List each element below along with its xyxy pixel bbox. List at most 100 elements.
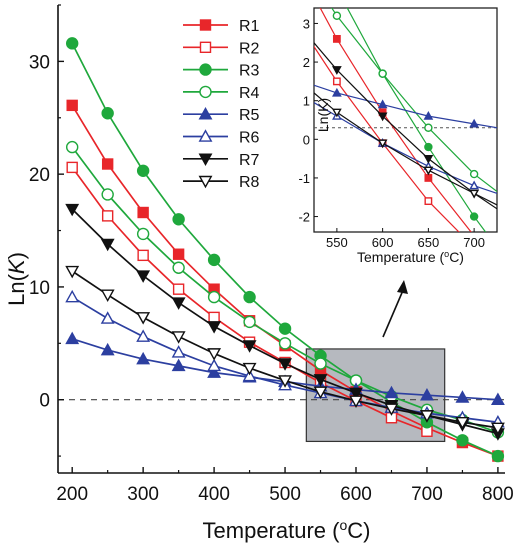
inset-series-line-R5	[314, 84, 497, 129]
inset-series-R4	[331, 8, 497, 193]
legend: R1 R2 R3 R4 R5 R6 R7 R8	[183, 18, 260, 191]
inset-frame	[313, 7, 498, 233]
data-point-R3	[136, 164, 150, 177]
inset-data-point-R7	[423, 154, 434, 164]
data-point-R6	[242, 368, 257, 382]
data-point-R6	[100, 311, 115, 324]
data-point-R7	[313, 374, 328, 387]
legend-item-R8: R8	[183, 174, 260, 191]
inset-data-point-R8	[332, 108, 342, 118]
y-tick-label: 20	[29, 165, 50, 186]
inset-data-point-R5	[469, 118, 479, 128]
x-tick-label: 800	[482, 484, 514, 505]
data-point-R8	[100, 289, 115, 303]
data-point-R8	[65, 265, 80, 279]
data-point-R4	[136, 227, 150, 241]
data-point-R7	[171, 297, 186, 310]
inset-series-R8	[314, 92, 497, 206]
data-point-R4	[172, 261, 185, 274]
inset-y-axis-title: Ln(K)	[315, 98, 331, 132]
x-axis-title: Temperature (oC)	[203, 517, 371, 543]
data-point-R5	[384, 385, 399, 399]
inset-y-tick-label: -1	[298, 171, 310, 186]
data-point-R3	[172, 213, 185, 226]
data-point-R5	[207, 365, 222, 378]
legend-label: R3	[239, 63, 260, 80]
zoom-arrow-shaft	[382, 287, 405, 338]
inset-y-tick-label: -2	[298, 210, 310, 225]
x-tick-label: 300	[127, 484, 159, 505]
inset-x-tick-label: 650	[418, 235, 440, 250]
inset-x-tick-label: 600	[372, 235, 394, 250]
y-tick-label: 30	[29, 52, 50, 73]
legend-label: R7	[239, 152, 260, 169]
data-point-R8	[490, 422, 505, 436]
inset-x-tick-label: 550	[326, 235, 348, 250]
data-point-R1	[66, 99, 78, 112]
data-point-R3	[491, 449, 505, 463]
data-point-R4	[101, 188, 114, 201]
inset-data-point-R5	[332, 87, 342, 97]
inset-data-point-R1	[424, 174, 433, 182]
data-point-R2	[101, 210, 114, 222]
legend-item-R1: R1	[183, 18, 260, 35]
data-point-R3	[243, 290, 256, 304]
inset-data-point-R4	[469, 169, 479, 179]
inset-plot: 550 600 650 700 -2 -1 0 1 2 3 Temperature (oC) Ln(K…	[298, 7, 498, 265]
legend-marker	[198, 153, 213, 166]
data-point-R8	[278, 375, 292, 388]
data-point-R7	[65, 203, 80, 217]
data-point-R5	[420, 387, 434, 401]
data-point-R8	[207, 348, 222, 361]
data-point-R7	[349, 387, 363, 401]
data-point-R4	[314, 357, 327, 370]
legend-item-R6: R6	[183, 129, 260, 147]
legend-marker	[198, 175, 213, 189]
zoom-arrow-head	[397, 280, 408, 294]
data-point-R3	[207, 253, 221, 267]
inset-data-point-R3	[469, 212, 479, 221]
inset-data-point-R2	[424, 197, 433, 206]
y-tick-label: 10	[29, 278, 50, 299]
legend-item-R7: R7	[183, 152, 260, 169]
inset-y-tick-label: 0	[303, 132, 310, 147]
legend-label: R6	[239, 130, 260, 147]
inset-series-group	[314, 8, 497, 232]
data-point-R2	[208, 311, 220, 324]
y-tick-label: 0	[39, 391, 50, 412]
legend-item-R5: R5	[183, 107, 260, 124]
inset-data-point-R3	[424, 142, 433, 152]
data-point-R3	[456, 434, 469, 447]
data-point-R6	[136, 329, 151, 342]
legend-label: R1	[239, 18, 260, 35]
inset-series-line-R1	[319, 8, 472, 232]
data-point-R1	[101, 158, 114, 170]
inset-data-point-R4	[424, 123, 433, 132]
inset-series-line-R2	[314, 45, 460, 232]
inset-x-tick-label: 700	[463, 235, 485, 250]
inset-data-point-R4	[332, 11, 342, 20]
data-point-R7	[242, 340, 257, 353]
inset-data-point-R4	[378, 69, 387, 78]
inset-series-R5	[314, 84, 497, 129]
data-point-R6	[171, 345, 186, 358]
inset-data-point-R8	[423, 166, 434, 176]
x-tick-label: 200	[56, 484, 88, 505]
data-point-R3	[278, 322, 292, 335]
legend-label: R4	[239, 85, 260, 102]
series-R8	[65, 265, 505, 436]
legend-marker	[198, 107, 213, 120]
inset-series-line-R4	[331, 8, 497, 193]
data-point-R8	[384, 403, 399, 416]
legend-marker	[199, 19, 212, 31]
legend-item-R2: R2	[183, 40, 260, 57]
legend-label: R2	[239, 40, 260, 57]
legend-label: R5	[239, 107, 260, 124]
data-point-R5	[455, 390, 470, 403]
data-point-R7	[278, 358, 292, 371]
data-point-R3	[65, 37, 79, 50]
data-point-R8	[136, 312, 151, 325]
data-point-R8	[171, 331, 186, 344]
legend-marker	[199, 85, 212, 99]
